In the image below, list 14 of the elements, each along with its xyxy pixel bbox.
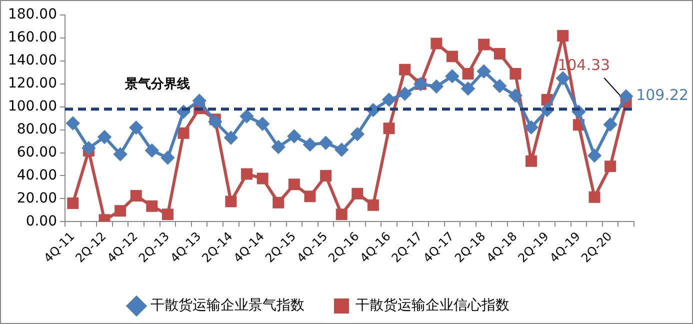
- legend-label: 干散货运输企业景气指数: [150, 298, 304, 314]
- y-tick-label: 0.00: [26, 213, 57, 230]
- y-tick-label: 120.00: [8, 76, 57, 92]
- y-tick-label: 140.00: [8, 52, 57, 69]
- legend-label: 干散货运输企业信心指数: [356, 298, 510, 314]
- ref-line-label: 景气分界线: [124, 77, 190, 92]
- data-label: 109.22: [636, 86, 689, 104]
- y-tick-label: 160.00: [8, 30, 57, 46]
- y-tick-label: 40.00: [16, 167, 57, 184]
- y-tick-label: 80.00: [16, 121, 57, 138]
- y-tick-label: 20.00: [16, 190, 57, 206]
- y-tick-label: 60.00: [16, 144, 57, 160]
- y-tick-label: 180.00: [8, 6, 57, 23]
- y-tick-label: 100.00: [8, 98, 57, 114]
